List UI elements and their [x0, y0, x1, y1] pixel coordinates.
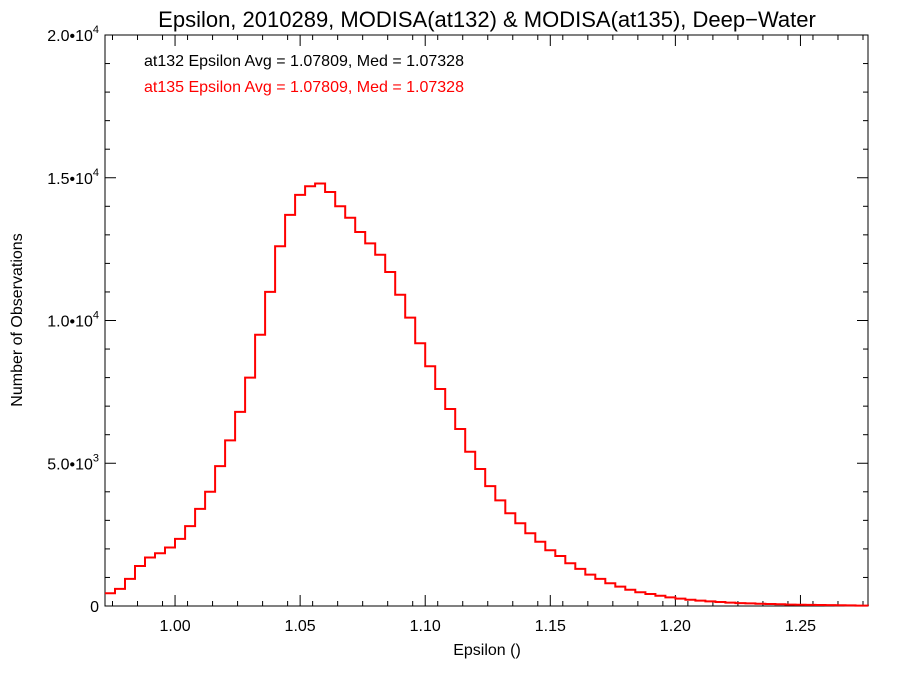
- x-tick-label: 1.15: [535, 618, 566, 635]
- y-tick-label: 2.0•104: [47, 24, 99, 45]
- x-tick-label: 1.10: [410, 618, 441, 635]
- x-tick-label: 1.00: [159, 618, 190, 635]
- x-axis-ticks: 1.00 1.05 1.10 1.15 1.20 1.25: [112, 35, 864, 635]
- x-tick-label: 1.20: [660, 618, 691, 635]
- series-group: [105, 182, 869, 607]
- x-tick-label: 1.25: [785, 618, 816, 635]
- y-tick-label: 0: [90, 599, 99, 616]
- annotation-at135: at135 Epsilon Avg = 1.07809, Med = 1.073…: [144, 79, 464, 96]
- y-tick-label: 1.5•104: [47, 167, 99, 188]
- y-axis-ticks: 0 5.0•103 1.0•104 1.5•104 2.0•104: [47, 24, 868, 616]
- plot-frame: [104, 34, 869, 607]
- chart-title: Epsilon, 2010289, MODISA(at132) & MODISA…: [158, 7, 816, 32]
- x-tick-label: 1.05: [285, 618, 316, 635]
- y-tick-label: 1.0•104: [47, 310, 99, 331]
- y-tick-label: 5.0•103: [47, 452, 99, 473]
- y-axis-label: Number of Observations: [9, 233, 26, 406]
- annotation-at132: at132 Epsilon Avg = 1.07809, Med = 1.073…: [144, 53, 464, 70]
- histogram-series-line: [105, 182, 869, 607]
- x-axis-label: Epsilon (): [453, 642, 521, 659]
